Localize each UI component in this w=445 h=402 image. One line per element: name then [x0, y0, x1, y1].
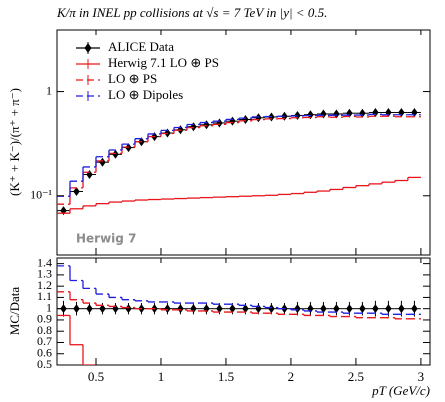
- data-point: [385, 304, 392, 314]
- x-tick-label: 1.5: [218, 369, 234, 384]
- data-point: [164, 304, 171, 314]
- x-tick-label: 3: [418, 369, 425, 384]
- data-point: [229, 116, 236, 126]
- data-point: [203, 304, 210, 314]
- data-point: [73, 304, 80, 314]
- x-axis-label: pT (GeV/c): [371, 383, 430, 398]
- data-point: [99, 157, 106, 167]
- data-point: [268, 304, 275, 314]
- legend-label: Herwig 7.1 LO ⊕ PS: [108, 55, 219, 70]
- data-point: [398, 304, 405, 314]
- x-tick-label: 2.5: [348, 369, 364, 384]
- data-point: [216, 118, 223, 128]
- data-point: [411, 107, 418, 117]
- legend-swatch: [84, 43, 92, 53]
- ratio-y-axis-label: MC/Data: [7, 287, 22, 336]
- data-point: [333, 304, 340, 314]
- top-plot: [57, 107, 421, 216]
- axes: 10⁻¹10.50.60.70.80.911.11.21.31.40.5 1 1.5…: [30, 30, 430, 384]
- data-point: [372, 304, 379, 314]
- y-tick-label: 0.7: [37, 334, 52, 348]
- ratio-frame: [56, 257, 431, 366]
- data-point: [125, 304, 132, 314]
- legend-label: LO ⊕ Dipoles: [108, 87, 183, 102]
- data-point: [294, 304, 301, 314]
- data-point: [112, 304, 119, 314]
- data-point: [112, 149, 119, 159]
- legend-label: ALICE Data: [108, 39, 174, 54]
- data-point: [203, 120, 210, 130]
- data-point: [333, 109, 340, 119]
- data-point: [229, 304, 236, 314]
- data-point: [307, 304, 314, 314]
- x-tick-label: 2: [288, 369, 295, 384]
- chart-title: K/π in INEL pp collisions at √s = 7 TeV …: [56, 5, 327, 20]
- data-point: [359, 304, 366, 314]
- data-point: [242, 304, 249, 314]
- y-tick-label: 0.8: [37, 323, 52, 337]
- y-tick-label: 10⁻¹: [30, 188, 52, 202]
- y-tick-label: 0.6: [37, 345, 52, 359]
- y-tick-label: 1.3: [37, 267, 52, 281]
- y-tick-label: 0.5: [37, 357, 52, 371]
- data-point: [398, 107, 405, 117]
- data-point: [242, 114, 249, 124]
- y-tick-label: 1.1: [37, 289, 52, 303]
- legend-label: LO ⊕ PS: [108, 71, 157, 86]
- data-point: [346, 304, 353, 314]
- data-point: [190, 122, 197, 132]
- y-tick-label: 0.9: [37, 312, 52, 326]
- data-point: [411, 304, 418, 314]
- data-point: [177, 304, 184, 314]
- data-point: [73, 186, 80, 196]
- y-tick-label: 1: [46, 300, 52, 314]
- annotation: Herwig 7: [76, 232, 136, 246]
- data-point: [86, 304, 93, 314]
- x-tick-label: 0.5: [88, 369, 104, 384]
- data-point: [216, 304, 223, 314]
- data-point: [190, 304, 197, 314]
- data-point: [255, 113, 262, 123]
- data-point: [86, 169, 93, 179]
- y-tick-label: 1.4: [37, 255, 52, 269]
- top-frame: [56, 29, 431, 256]
- data-point: [255, 304, 262, 314]
- data-point: [320, 304, 327, 314]
- data-point: [99, 304, 106, 314]
- y-tick-label: 1: [46, 83, 52, 97]
- ratio-plot: [57, 265, 421, 365]
- data-point: [359, 108, 366, 118]
- y-tick-label: 1.2: [37, 278, 52, 292]
- x-tick-label: 1: [158, 369, 165, 384]
- y-axis-label: (K⁺ + K⁻)/(π⁺ + π⁻): [7, 88, 22, 196]
